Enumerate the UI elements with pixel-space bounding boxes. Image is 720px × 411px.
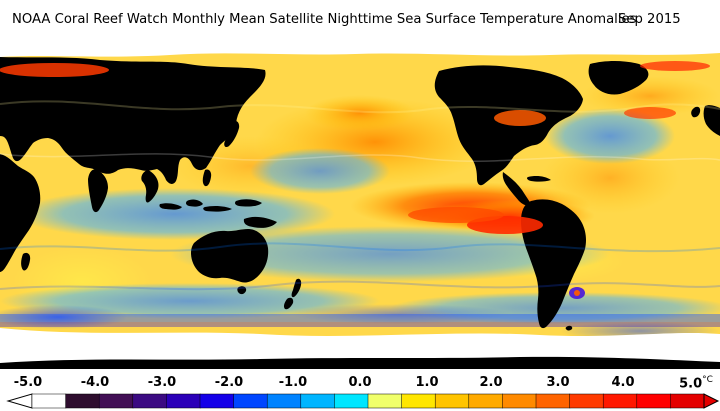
cool-anomalies <box>0 108 720 341</box>
colorbar-tick-label: 0.0 <box>348 375 372 390</box>
colorbar-swatch <box>468 393 504 409</box>
colorbar-swatch <box>132 393 168 409</box>
colorbar-swatch <box>233 393 268 409</box>
colorbar-swatch <box>670 393 705 409</box>
colorbar-scale <box>6 393 720 409</box>
colorbar-swatch <box>367 393 403 409</box>
colorbar-swatch <box>300 393 336 409</box>
colorbar-swatch <box>602 393 638 409</box>
colorbar-tick-label: 2.0 <box>479 375 503 390</box>
colorbar-swatch <box>199 393 235 409</box>
colorbar-tick-label: -5.0 <box>13 375 43 390</box>
colorbar-swatch <box>502 393 537 409</box>
date-label: Sep 2015 <box>618 12 681 27</box>
colorbar-swatch <box>98 393 134 409</box>
colorbar-swatch <box>569 393 604 409</box>
colorbar-right-arrow <box>703 393 720 409</box>
colorbar-swatch <box>636 393 672 409</box>
colorbar-swatch <box>166 393 201 409</box>
page-title: NOAA Coral Reef Watch Monthly Mean Satel… <box>12 12 637 27</box>
header: NOAA Coral Reef Watch Monthly Mean Satel… <box>0 0 720 44</box>
colorbar-unit-label: °C <box>702 375 713 385</box>
colorbar-tick-label: -1.0 <box>278 375 308 390</box>
colorbar-tick-label: -3.0 <box>147 375 177 390</box>
colorbar-swatch <box>434 393 470 409</box>
land-masses <box>0 57 720 369</box>
colorbar: -5.0 -4.0 -3.0 -2.0 -1.0 0.0 1.0 2.0 3.0 4.0 5.0°C <box>0 369 720 411</box>
colorbar-swatch <box>65 393 100 409</box>
colorbar-swatch <box>535 393 571 409</box>
colorbar-tick-label: -4.0 <box>80 375 110 390</box>
colorbar-swatch <box>334 393 369 409</box>
colorbar-swatch <box>266 393 302 409</box>
colorbar-swatch <box>31 393 67 409</box>
world-map-svg <box>0 44 720 369</box>
speckle-texture <box>0 100 720 291</box>
colorbar-left-arrow <box>6 393 33 409</box>
colorbar-tick-label: 4.0 <box>611 375 635 390</box>
sst-anomaly-map <box>0 44 720 369</box>
colorbar-tick-label: 1.0 <box>415 375 439 390</box>
colorbar-swatch <box>401 393 436 409</box>
hotspots <box>0 61 710 299</box>
colorbar-tick-label: 5.0°C <box>679 375 713 392</box>
colorbar-tick-label: 3.0 <box>546 375 570 390</box>
colorbar-tick-label: -2.0 <box>214 375 244 390</box>
